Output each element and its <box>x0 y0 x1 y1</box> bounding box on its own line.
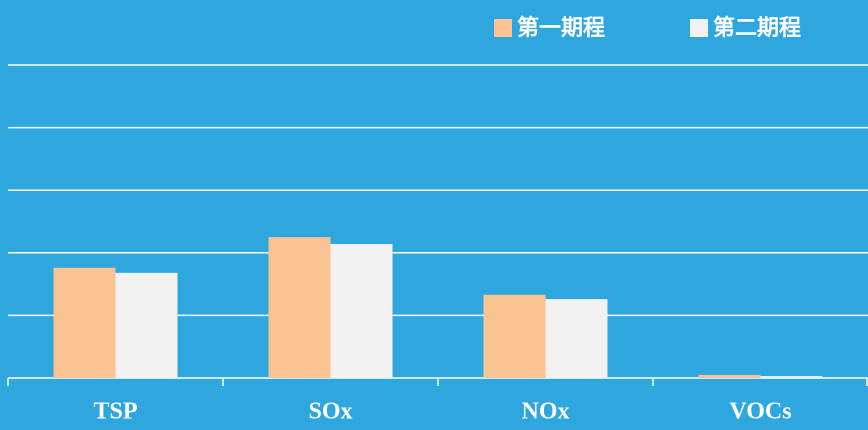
bar <box>483 294 546 378</box>
bar <box>115 272 178 378</box>
bar <box>545 299 608 378</box>
x-tick-label: SOx <box>308 399 352 425</box>
x-tick-label: TSP <box>93 399 137 425</box>
legend-swatch <box>494 19 512 37</box>
bar <box>330 244 393 378</box>
x-tick-label: NOx <box>522 399 570 425</box>
legend-swatch <box>690 19 708 37</box>
bar <box>760 376 823 378</box>
bar <box>268 237 331 378</box>
bar <box>53 267 116 378</box>
legend-label: 第二期程 <box>713 15 801 41</box>
legend-label: 第一期程 <box>517 15 605 41</box>
bar <box>698 374 761 378</box>
x-tick-label: VOCs <box>729 399 791 425</box>
